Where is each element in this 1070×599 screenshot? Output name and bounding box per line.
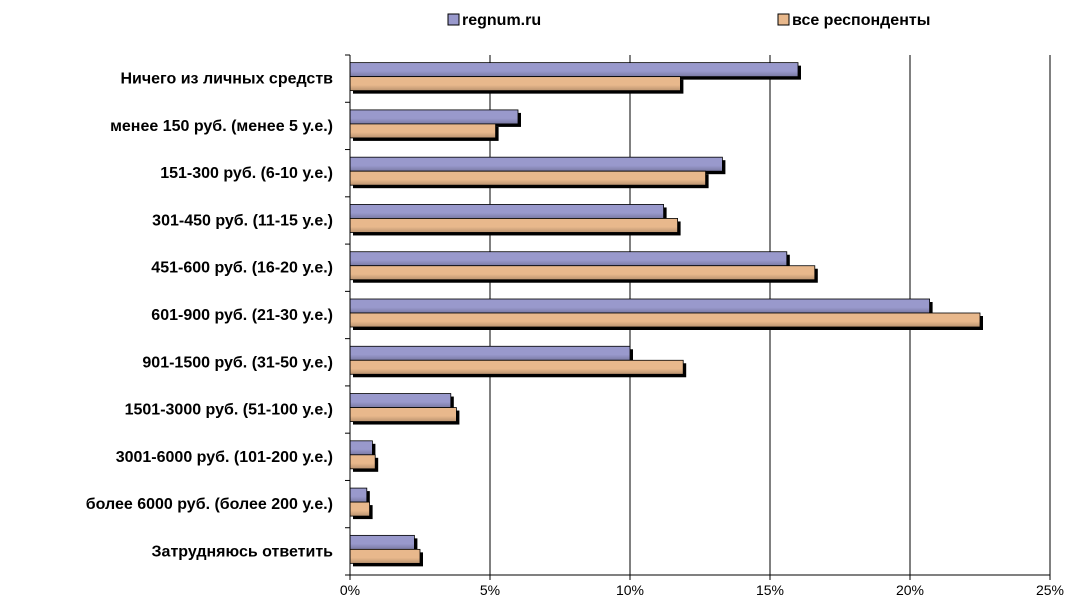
category-label: 901-1500 руб. (31-50 у.е.) bbox=[142, 354, 333, 371]
category-label: Затрудняюсь ответить bbox=[152, 543, 334, 560]
legend: regnum.ru все респонденты bbox=[447, 12, 930, 29]
x-tick-label: 10% bbox=[616, 582, 644, 598]
axes bbox=[345, 54, 1051, 580]
bar-series2 bbox=[349, 76, 681, 92]
category-label: 301-450 руб. (11-15 у.е.) bbox=[152, 212, 333, 229]
bar-series2 bbox=[349, 170, 707, 186]
bar-series1 bbox=[349, 109, 519, 125]
legend-label: regnum.ru bbox=[462, 12, 541, 29]
bar-series2 bbox=[349, 548, 421, 564]
bar-series1 bbox=[349, 534, 415, 550]
legend-swatch bbox=[777, 13, 790, 26]
bar-series2 bbox=[349, 265, 816, 281]
x-tick-label: 20% bbox=[896, 582, 924, 598]
legend-label: все респонденты bbox=[792, 12, 930, 29]
category-label: 1501-3000 руб. (51-100 у.е.) bbox=[125, 402, 333, 419]
tick-labels: 0% 5% 10% 15% 20% 25% bbox=[340, 582, 1064, 598]
bar-series1 bbox=[349, 251, 788, 267]
category-label: Ничего из личных средств bbox=[120, 71, 333, 88]
category-label: более 6000 руб. (более 200 у.е.) bbox=[86, 496, 333, 513]
bar-series2 bbox=[349, 501, 371, 517]
category-label: 601-900 руб. (21-30 у.е.) bbox=[151, 307, 333, 324]
category-label: 151-300 руб. (6-10 у.е.) bbox=[160, 165, 333, 182]
bar-series2 bbox=[349, 359, 684, 375]
bar-series2 bbox=[349, 454, 376, 470]
bar-series2 bbox=[349, 407, 457, 422]
category-label: 3001-6000 руб. (101-200 у.е.) bbox=[116, 449, 333, 466]
bar-series1 bbox=[349, 345, 631, 361]
bar-series1 bbox=[349, 204, 665, 219]
bars bbox=[349, 62, 983, 567]
bar-series2 bbox=[349, 312, 981, 328]
category-label: менее 150 руб. (менее 5 у.е.) bbox=[110, 118, 333, 135]
bar-series1 bbox=[349, 298, 930, 314]
x-tick-label: 5% bbox=[480, 582, 500, 598]
category-labels: Ничего из личных средств менее 150 руб. (… bbox=[86, 71, 333, 561]
bar-series1 bbox=[349, 62, 799, 78]
bar-series2 bbox=[349, 123, 497, 139]
bar-series1 bbox=[349, 393, 452, 408]
bar-series1 bbox=[349, 440, 373, 456]
bar-series1 bbox=[349, 487, 368, 503]
legend-swatch bbox=[447, 13, 460, 26]
x-tick-label: 0% bbox=[340, 582, 360, 598]
bar-series2 bbox=[349, 218, 679, 233]
bar-series1 bbox=[349, 156, 723, 172]
category-label: 451-600 руб. (16-20 у.е.) bbox=[151, 260, 333, 277]
x-tick-label: 15% bbox=[756, 582, 784, 598]
x-tick-label: 25% bbox=[1036, 582, 1064, 598]
